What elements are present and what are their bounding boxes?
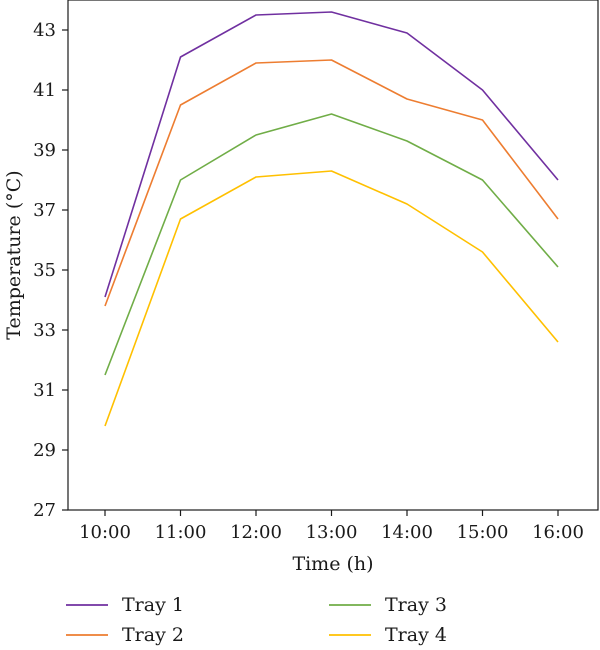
- y-tick-label: 41: [33, 80, 56, 101]
- y-tick-label: 39: [33, 140, 56, 161]
- y-tick-label: 29: [33, 440, 56, 461]
- legend-label: Tray 2: [122, 624, 184, 646]
- y-tick-label: 35: [33, 260, 56, 281]
- x-axis: 10:00 11:00 12:00 13:00 14:00 15:00 16:00: [79, 510, 584, 543]
- legend-item: Tray 4: [329, 624, 447, 646]
- x-tick-label: 12:00: [230, 522, 282, 543]
- x-tick-label: 14:00: [381, 522, 433, 543]
- legend-label: Tray 1: [122, 594, 184, 616]
- y-tick-label: 31: [33, 380, 56, 401]
- legend-label: Tray 4: [385, 624, 447, 646]
- legend-item: Tray 1: [66, 594, 184, 616]
- x-tick-label: 16:00: [532, 522, 584, 543]
- plot-area-frame: [67, 0, 599, 511]
- x-tick-label: 10:00: [79, 522, 131, 543]
- legend-label: Tray 3: [385, 594, 447, 616]
- y-axis: 27 29 31 33 35 37 39 41 43: [33, 20, 68, 521]
- series-line-tray-4: [104, 170, 559, 427]
- series-lines: [104, 11, 559, 427]
- y-tick-label: 33: [33, 320, 56, 341]
- y-axis-title: Temperature (°C): [3, 170, 25, 339]
- x-axis-title: Time (h): [292, 553, 373, 575]
- legend: Tray 1 Tray 2 Tray 3 Tray 4: [66, 594, 447, 646]
- x-tick-label: 15:00: [457, 522, 509, 543]
- y-tick-label: 43: [33, 20, 56, 41]
- series-line-tray-1: [104, 11, 559, 298]
- y-tick-label: 37: [33, 200, 56, 221]
- legend-item: Tray 3: [329, 594, 447, 616]
- x-tick-label: 11:00: [155, 522, 207, 543]
- legend-item: Tray 2: [66, 624, 184, 646]
- series-line-tray-3: [104, 113, 559, 376]
- series-line-tray-2: [104, 59, 559, 307]
- y-tick-label: 27: [33, 500, 56, 521]
- x-tick-label: 13:00: [306, 522, 358, 543]
